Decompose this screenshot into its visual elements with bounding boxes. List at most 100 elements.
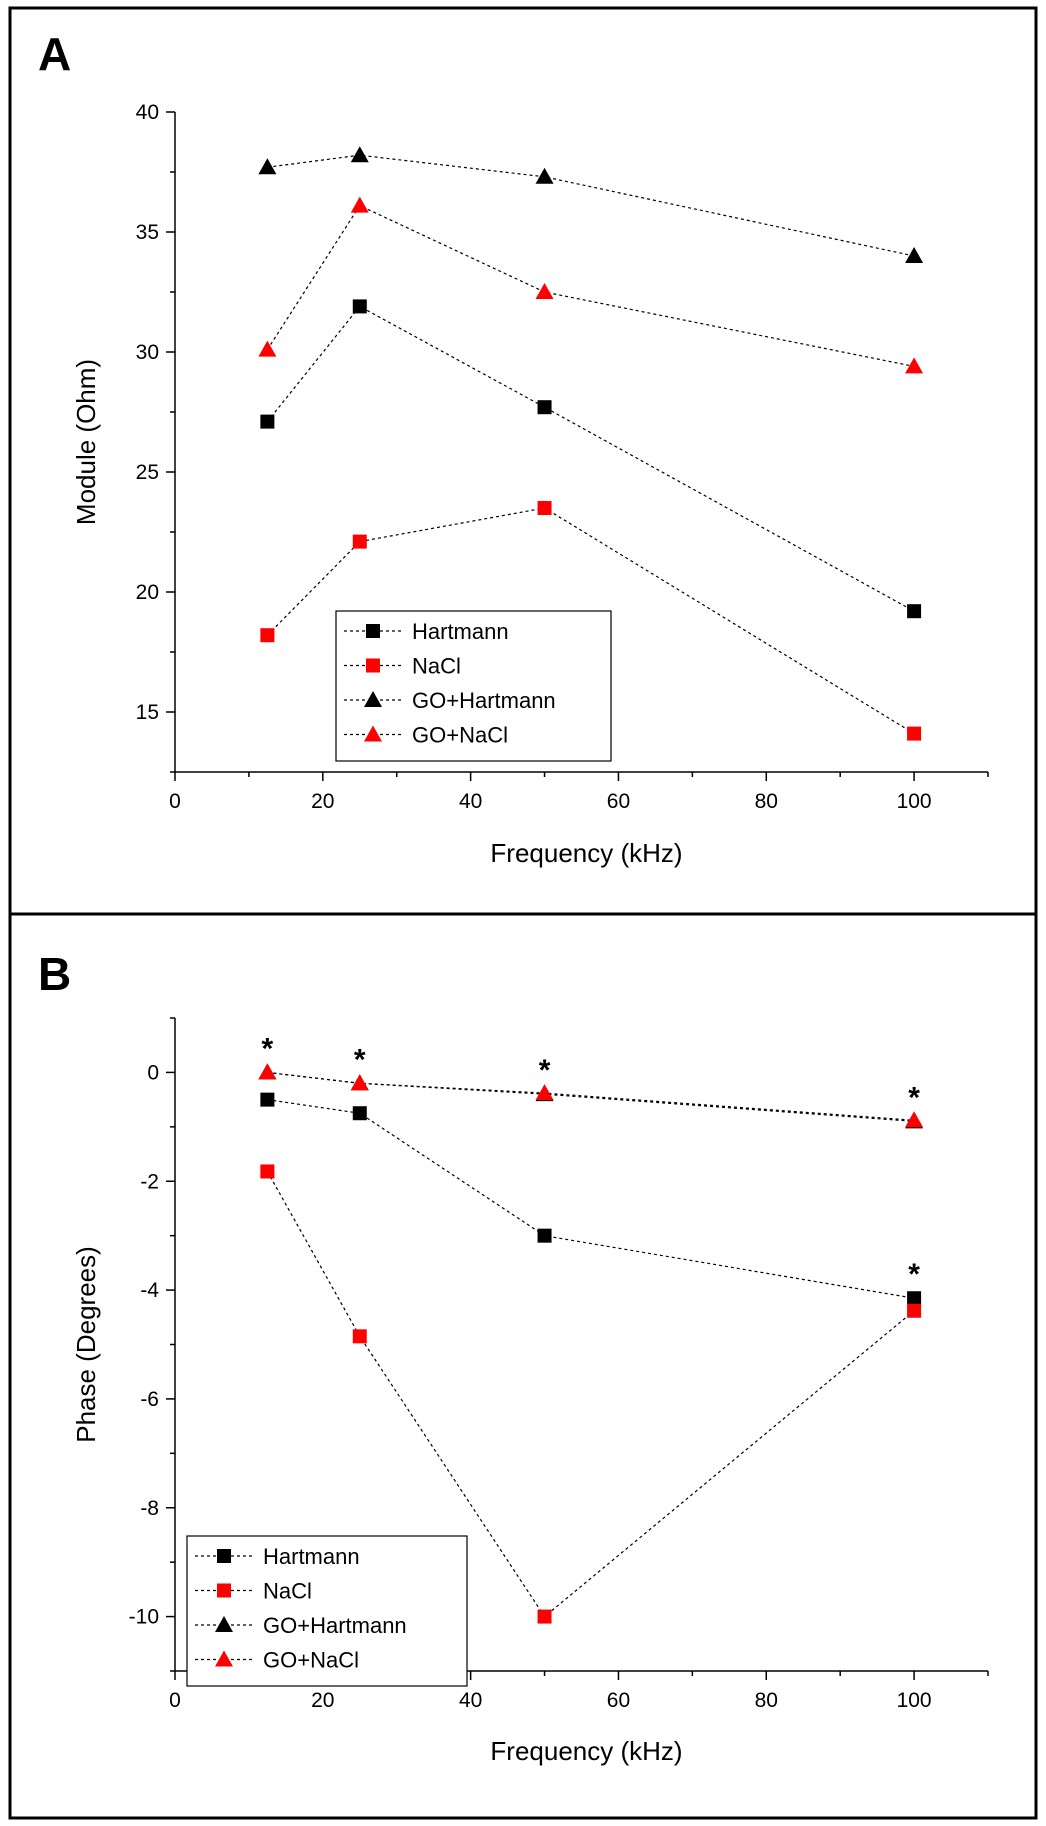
series-line (266, 305, 915, 612)
x-tick-label: 60 (607, 1689, 630, 1712)
x-tick-label: 60 (607, 790, 630, 813)
significance-asterisk: * (908, 1081, 920, 1114)
significance-asterisk: * (262, 1032, 274, 1065)
x-tick-label: 0 (169, 790, 181, 813)
y-axis-title: Module (Ohm) (71, 359, 101, 525)
legend-marker (366, 658, 380, 673)
legend-box (186, 1535, 468, 1687)
x-tick-label: 40 (459, 790, 482, 813)
legend-label: Hartmann (263, 1544, 360, 1569)
data-point (260, 414, 275, 429)
series-line (266, 1171, 915, 1618)
series-line (267, 154, 915, 257)
legend: Hartmann NaCl GO+Hartmann GO+NaCl (186, 1535, 468, 1687)
data-point (907, 1303, 922, 1318)
series-line (267, 1071, 915, 1121)
y-tick-label: -10 (129, 1606, 159, 1629)
series-go-nacl (258, 1063, 924, 1128)
legend-item: GO+NaCl (344, 723, 508, 748)
data-point (537, 1609, 552, 1624)
legend: Hartmann NaCl GO+Hartmann GO+NaCl (335, 610, 612, 762)
legend-item: NaCl (195, 1579, 312, 1604)
x-tick-label: 80 (755, 1689, 778, 1712)
data-point (537, 400, 552, 415)
y-tick-label: -8 (140, 1497, 159, 1520)
legend-item: GO+Hartmann (195, 1613, 407, 1638)
data-point (260, 1092, 275, 1107)
y-tick-label: 25 (136, 461, 159, 484)
y-axis-title: Phase (Degrees) (71, 1246, 101, 1443)
panel-b-border (8, 912, 1038, 1820)
data-point (537, 501, 552, 515)
y-tick-label: -6 (140, 1388, 159, 1411)
y-tick-label: 15 (136, 701, 159, 724)
data-point (907, 604, 922, 619)
x-tick-label: 40 (459, 1689, 482, 1712)
data-point (258, 1063, 277, 1080)
legend-item: GO+Hartmann (344, 688, 556, 713)
legend-marker (366, 624, 380, 638)
legend-label: Hartmann (412, 619, 509, 644)
data-point (260, 628, 275, 643)
data-point (258, 340, 277, 357)
data-point (907, 1291, 922, 1306)
legend-marker (215, 1616, 233, 1632)
legend-item: NaCl (344, 654, 461, 679)
legend-item: Hartmann (195, 1544, 360, 1569)
series-line (266, 507, 915, 735)
legend-marker (217, 1583, 231, 1598)
data-point (260, 1164, 275, 1179)
series-go-nacl (258, 196, 924, 374)
y-tick-label: 35 (136, 221, 159, 244)
x-tick-label: 100 (897, 790, 932, 813)
data-point (907, 726, 922, 741)
legend-label: NaCl (412, 654, 461, 679)
series-go-hartmann (258, 146, 924, 263)
x-tick-label: 0 (169, 1689, 181, 1712)
x-tick-label: 80 (755, 790, 778, 813)
x-axis-title: Frequency (kHz) (490, 1736, 682, 1766)
data-point (350, 146, 369, 163)
series-line (267, 1071, 915, 1122)
data-point (352, 1106, 367, 1121)
y-tick-label: -4 (140, 1279, 159, 1302)
legend-label: GO+Hartmann (412, 688, 556, 713)
data-point (535, 167, 554, 184)
chart-panel-b: B 0 20 40 60 80 100 0 -2 -4 -6 -8 -10 Frequency (kHz)… (38, 948, 989, 1766)
legend-marker (215, 1650, 233, 1667)
significance-asterisk: * (908, 1258, 920, 1291)
x-tick-label: 20 (311, 790, 334, 813)
series-line (267, 1099, 915, 1299)
y-tick-label: 0 (147, 1061, 159, 1084)
legend-label: GO+Hartmann (263, 1613, 407, 1638)
data-point (537, 1228, 552, 1243)
panel-a-border (8, 6, 1038, 916)
y-tick-label: 30 (136, 341, 159, 364)
x-axis-title: Frequency (kHz) (490, 838, 682, 868)
legend-label: NaCl (263, 1579, 312, 1604)
legend-label: GO+NaCl (412, 723, 508, 748)
data-point (352, 534, 367, 549)
panel-label: A (38, 28, 71, 80)
data-point (535, 1084, 554, 1101)
legend-box (335, 610, 612, 762)
data-point (258, 158, 277, 175)
data-point (352, 1329, 367, 1344)
legend-item: Hartmann (344, 619, 509, 644)
series-hartmann (260, 299, 922, 619)
data-point (535, 283, 554, 299)
data-point (352, 299, 367, 314)
x-tick-label: 100 (897, 1689, 932, 1712)
chart-panel-a: A 0 20 40 60 80 100 15 20 25 30 35 40 Frequency (kHz)… (38, 28, 989, 868)
series-nacl (260, 501, 922, 741)
y-tick-label: 20 (136, 581, 159, 604)
y-tick-label: 40 (136, 101, 159, 124)
data-point (905, 1111, 924, 1128)
significance-asterisk: * (539, 1054, 551, 1087)
series-hartmann (260, 1092, 922, 1306)
x-tick-label: 20 (311, 1689, 334, 1712)
series-nacl (260, 1164, 922, 1624)
legend-label: GO+NaCl (263, 1648, 359, 1673)
legend-marker (217, 1549, 231, 1563)
